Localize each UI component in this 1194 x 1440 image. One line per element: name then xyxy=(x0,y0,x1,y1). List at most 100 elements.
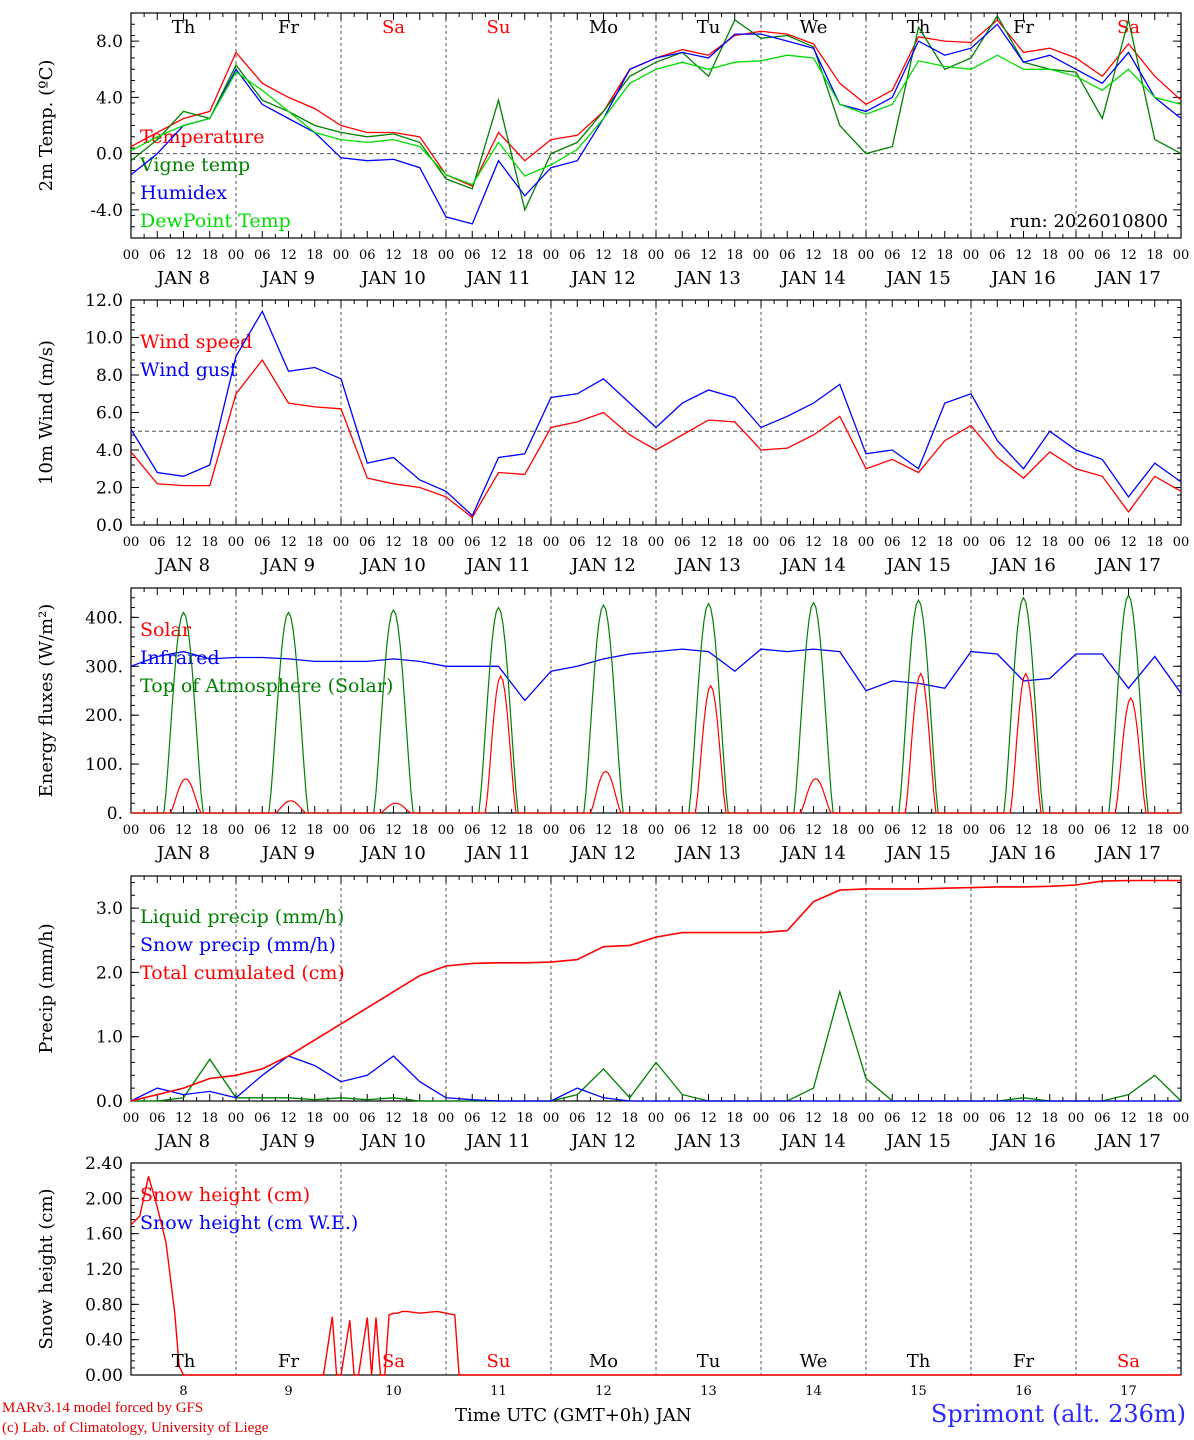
hour-tick-label: 12 xyxy=(280,248,297,263)
hour-tick-label: 00 xyxy=(123,823,140,838)
y-tick-label: 4.0 xyxy=(96,441,123,461)
hour-tick-label: 06 xyxy=(779,823,796,838)
series-liquid-precip-mm-h- xyxy=(131,989,1182,1102)
hour-tick-label: 18 xyxy=(621,535,638,550)
hour-tick-label: 12 xyxy=(385,248,402,263)
hour-tick-label: 18 xyxy=(726,823,743,838)
hour-tick-label: 18 xyxy=(831,535,848,550)
y-tick-label: 2.0 xyxy=(96,963,123,983)
date-tick-label: JAN 9 xyxy=(260,268,315,289)
hour-tick-label: 18 xyxy=(1146,1111,1163,1126)
hour-tick-label: 18 xyxy=(1146,823,1163,838)
hour-tick-label: 00 xyxy=(963,823,980,838)
date-tick-label: JAN 10 xyxy=(359,555,426,576)
day-label: Su xyxy=(487,1351,511,1372)
date-tick-label: JAN 9 xyxy=(260,555,315,576)
hour-tick-label: 00 xyxy=(333,248,350,263)
hour-tick-label: 00 xyxy=(438,823,455,838)
day-number-label: 14 xyxy=(805,1384,822,1399)
day-label: Fr xyxy=(278,17,299,38)
panel-2: 0.0 2.0 4.0 6.0 8.0 10.0 12.0 10m Wind (m/s) 00 0… xyxy=(36,291,1189,576)
hour-tick-label: 00 xyxy=(1068,535,1085,550)
hour-tick-label: 18 xyxy=(1041,1111,1058,1126)
y-tick-label: 8.0 xyxy=(96,366,123,386)
hour-tick-label: 00 xyxy=(963,1111,980,1126)
y-axis-label: Energy fluxes (W/m²) xyxy=(36,604,57,798)
y-tick-label: 3.0 xyxy=(96,899,123,919)
hour-tick-label: 00 xyxy=(438,1111,455,1126)
hour-tick-label: 00 xyxy=(333,535,350,550)
day-number-label: 17 xyxy=(1120,1384,1137,1399)
day-label: Sa xyxy=(1117,1351,1140,1372)
hour-tick-label: 12 xyxy=(175,823,192,838)
hour-tick-label: 00 xyxy=(753,823,770,838)
hour-tick-label: 06 xyxy=(359,823,376,838)
hour-tick-label: 00 xyxy=(228,248,245,263)
hour-tick-label: 06 xyxy=(779,1111,796,1126)
date-tick-label: JAN 8 xyxy=(155,843,210,864)
series-snow-precip-mm-h- xyxy=(130,1055,1181,1102)
hour-tick-label: 12 xyxy=(910,248,927,263)
date-tick-label: JAN 14 xyxy=(779,1131,846,1152)
day-number-label: 10 xyxy=(385,1384,402,1399)
hour-tick-label: 12 xyxy=(595,535,612,550)
y-tick-label: 6.0 xyxy=(96,404,123,424)
day-number-label: 13 xyxy=(700,1384,717,1399)
date-tick-label: JAN 15 xyxy=(884,555,951,576)
legend-entry: Snow precip (mm/h) xyxy=(140,934,336,956)
date-tick-label: JAN 14 xyxy=(779,555,846,576)
series-solar xyxy=(131,672,1181,814)
hour-tick-label: 00 xyxy=(858,823,875,838)
y-tick-label: 400. xyxy=(85,608,123,628)
hour-tick-label: 18 xyxy=(516,248,533,263)
date-tick-label: JAN 14 xyxy=(779,843,846,864)
hour-tick-label: 00 xyxy=(648,823,665,838)
date-tick-label: JAN 16 xyxy=(989,1131,1056,1152)
panel-5: 0.00 0.40 0.80 1.20 1.60 2.00 2.40 Snow height … xyxy=(36,1154,1182,1399)
hour-tick-label: 00 xyxy=(228,535,245,550)
y-axis-label: Snow height (cm) xyxy=(36,1188,57,1349)
panel-4: 0.0 1.0 2.0 3.0 Precip (mm/h) 00 06 12 18 JAN 8 00… xyxy=(36,875,1190,1152)
legend-entry: Temperature xyxy=(140,126,264,148)
hour-tick-label: 00 xyxy=(753,248,770,263)
day-label: Sa xyxy=(382,17,405,38)
legend-entry: Vigne temp xyxy=(139,154,250,176)
day-label: Fr xyxy=(278,1351,299,1372)
hour-tick-label: 12 xyxy=(385,1111,402,1126)
hour-tick-label: 00 xyxy=(123,248,140,263)
hour-tick-label: 00 xyxy=(858,248,875,263)
hour-tick-label: 18 xyxy=(1146,248,1163,263)
series-vigne-temp xyxy=(130,14,1182,212)
date-tick-label: JAN 8 xyxy=(155,268,210,289)
legend-entry: Top of Atmosphere (Solar) xyxy=(140,675,393,697)
hour-tick-label: 12 xyxy=(910,823,927,838)
series-infrared xyxy=(130,648,1182,702)
hour-tick-label: 18 xyxy=(936,1111,953,1126)
hour-tick-label: 06 xyxy=(149,1111,166,1126)
hour-tick-label: 12 xyxy=(175,535,192,550)
y-tick-label: 2.00 xyxy=(85,1189,123,1209)
hour-tick-label: 18 xyxy=(936,823,953,838)
date-tick-label: JAN 16 xyxy=(989,555,1056,576)
date-tick-label: JAN 15 xyxy=(884,843,951,864)
hour-tick-label: 00 xyxy=(1173,1111,1190,1126)
hour-tick-label: 18 xyxy=(201,1111,218,1126)
hour-tick-label: 12 xyxy=(490,1111,507,1126)
hour-tick-label: 06 xyxy=(884,248,901,263)
date-tick-label: JAN 11 xyxy=(464,555,531,576)
hour-tick-label: 06 xyxy=(779,535,796,550)
y-tick-label: -4.0 xyxy=(90,201,123,221)
y-tick-label: 12.0 xyxy=(85,291,123,311)
hour-tick-label: 06 xyxy=(674,535,691,550)
hour-tick-label: 12 xyxy=(385,535,402,550)
hour-tick-label: 12 xyxy=(700,823,717,838)
hour-tick-label: 18 xyxy=(831,1111,848,1126)
hour-tick-label: 18 xyxy=(621,823,638,838)
hour-tick-label: 00 xyxy=(963,535,980,550)
hour-tick-label: 06 xyxy=(359,1111,376,1126)
y-tick-label: 0.00 xyxy=(85,1366,123,1386)
hour-tick-label: 12 xyxy=(1120,535,1137,550)
date-tick-label: JAN 13 xyxy=(674,843,741,864)
legend-entry: Wind speed xyxy=(140,331,252,353)
hour-tick-label: 06 xyxy=(149,823,166,838)
